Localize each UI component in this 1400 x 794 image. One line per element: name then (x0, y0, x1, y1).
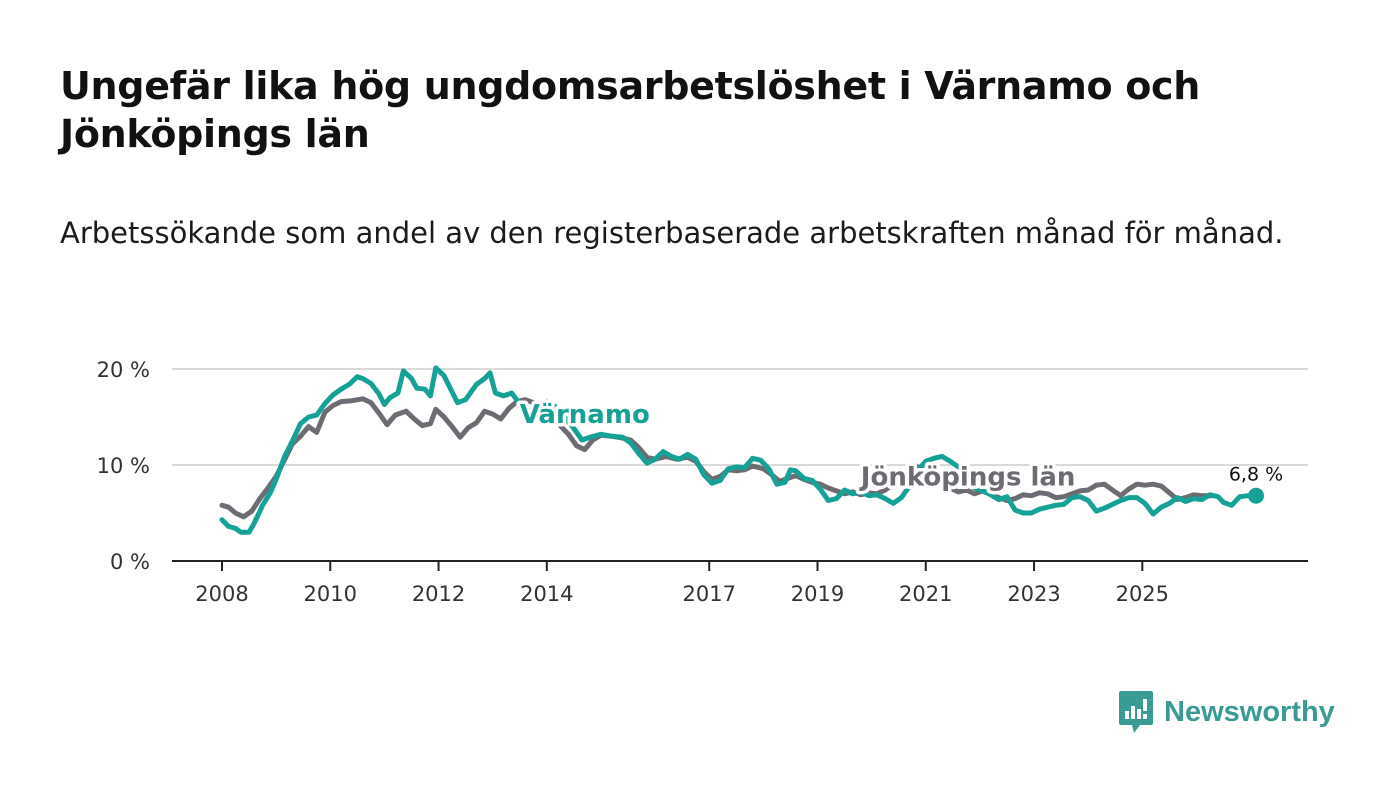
series-label-varnamo: Värnamo (520, 400, 650, 430)
series-label-jonkopings-lan: Jönköpings län (859, 463, 1076, 493)
x-tick-label: 2019 (791, 582, 844, 606)
series-labels: Värnamo Jönköpings län 6,8 % (516, 397, 1283, 504)
chart-subtitle: Arbetssökande som andel av den registerb… (60, 216, 1284, 250)
end-value-label: 6,8 % (1229, 464, 1283, 486)
x-tick-label: 2025 (1116, 582, 1169, 606)
x-tick-label: 2014 (520, 582, 573, 606)
series-line-jonkopings-lan (219, 396, 1216, 520)
x-tick-label: 2008 (195, 582, 248, 606)
x-tick-label: 2017 (682, 582, 735, 606)
y-tick-label: 20 % (97, 358, 150, 382)
brand-name: Newsworthy (1164, 695, 1335, 728)
x-tick-label: 2023 (1007, 582, 1060, 606)
x-tick-label: 2012 (412, 582, 465, 606)
newsworthy-logo-icon (1119, 691, 1153, 733)
gridlines (172, 368, 1308, 466)
chart-title: Ungefär lika hög ungdomsarbetslöshet i V… (60, 64, 1201, 156)
x-tick-label: 2010 (304, 582, 357, 606)
end-point-marker (1248, 487, 1264, 504)
x-axis: 2008 2010 2012 2014 2017 2019 2021 2023 2025 (172, 560, 1308, 606)
series-lines (219, 365, 1259, 535)
series-line-varnamo (219, 365, 1259, 535)
newsworthy-brand: Newsworthy (1118, 688, 1335, 736)
y-tick-label: 10 % (97, 454, 150, 478)
y-axis-ticks: 0 % 10 % 20 % (97, 358, 150, 574)
x-tick-label: 2021 (899, 582, 952, 606)
y-tick-label: 0 % (110, 550, 150, 574)
